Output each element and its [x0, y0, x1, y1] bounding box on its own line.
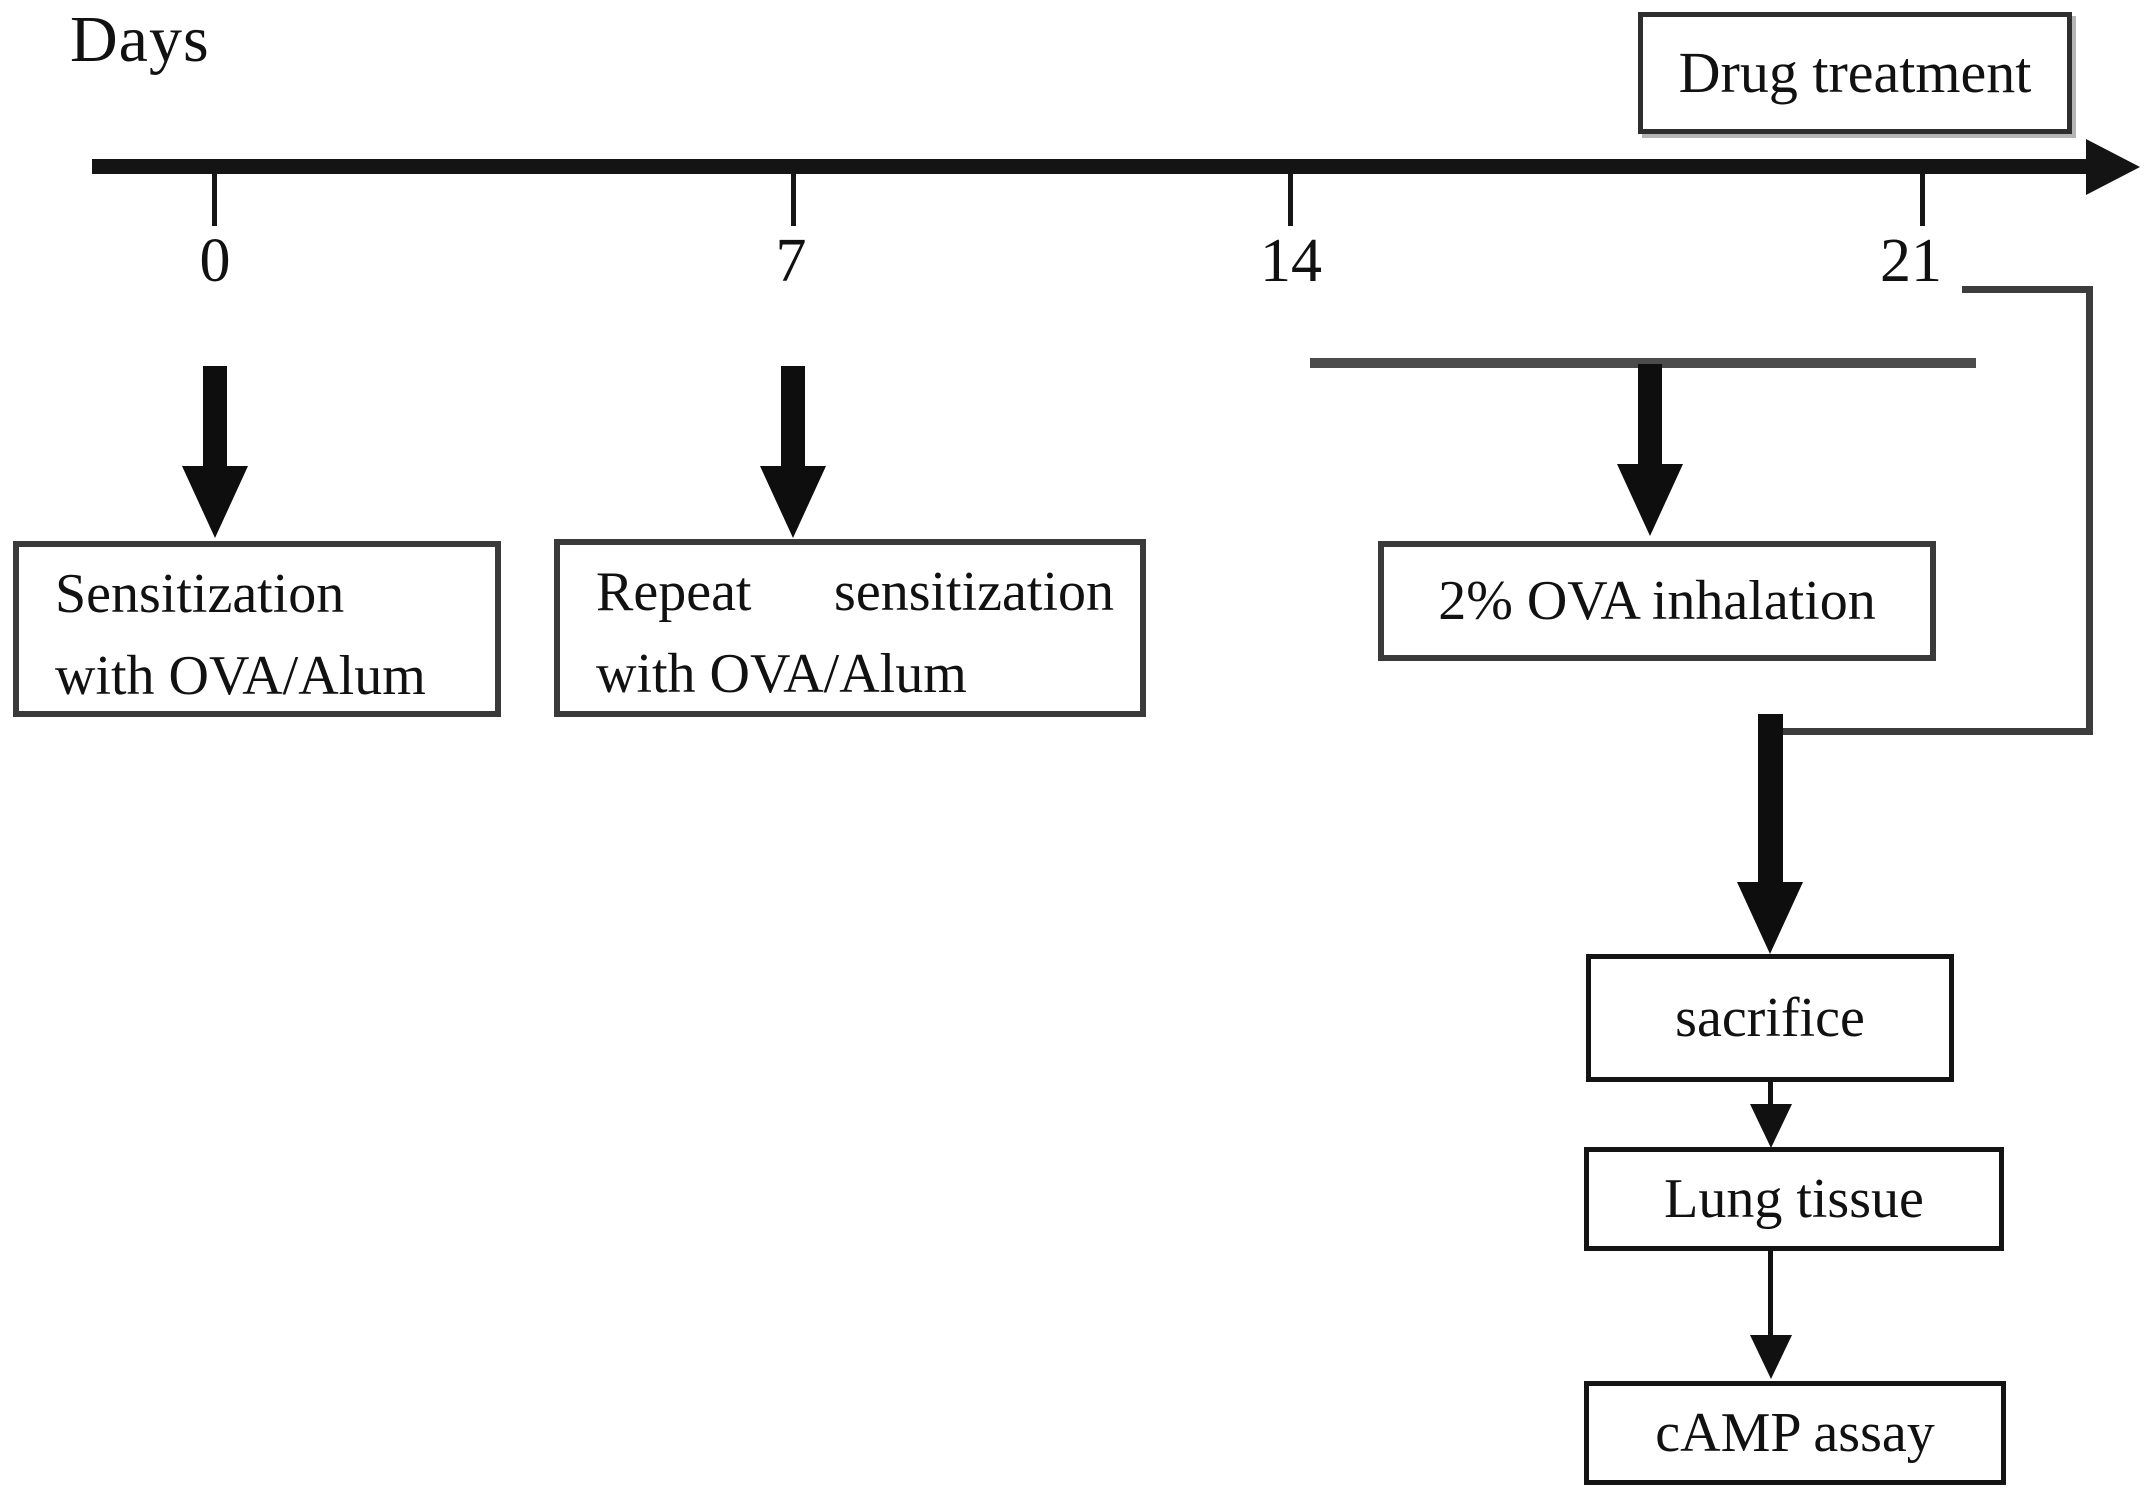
tick-label-day-14: 14 [1260, 227, 1322, 295]
tick-day-0 [212, 174, 217, 226]
timeline-right-arrowhead-icon [2086, 139, 2140, 195]
repeat-sensitization-box: Repeat sensitization with OVA/Alum [554, 539, 1146, 717]
lung-tissue-box: Lung tissue [1584, 1147, 2004, 1251]
ova-inhalation-box: 2% OVA inhalation [1378, 541, 1936, 661]
timeline-axis [92, 159, 2090, 174]
sensitization-box: Sensitization with OVA/Alum [13, 541, 501, 717]
sensitization-line2: with OVA/Alum [55, 645, 426, 707]
tick-label-day-7: 7 [775, 227, 807, 295]
tick-label-day-21: 21 [1880, 227, 1942, 295]
tick-day-14 [1288, 174, 1293, 226]
inhalation-period-line [1310, 358, 1976, 368]
sacrifice-box: sacrifice [1586, 954, 1954, 1082]
tick-day-21 [1920, 174, 1925, 226]
drug-treatment-label: Drug treatment [1678, 40, 2032, 105]
tick-day-7 [791, 174, 796, 226]
camp-assay-box: cAMP assay [1584, 1381, 2006, 1485]
camp-assay-label: cAMP assay [1655, 1402, 1935, 1464]
sensitization-line1: Sensitization [55, 563, 345, 625]
repeat-sensitization-line1: Repeat sensitization [596, 561, 1114, 623]
sacrifice-label: sacrifice [1675, 987, 1865, 1049]
ova-inhalation-label: 2% OVA inhalation [1438, 570, 1876, 632]
drug-treatment-box: Drug treatment [1638, 12, 2072, 134]
tick-label-day-0: 0 [199, 227, 231, 295]
lung-tissue-label: Lung tissue [1664, 1168, 1924, 1230]
repeat-sensitization-line2: with OVA/Alum [596, 643, 967, 705]
days-axis-title: Days [70, 3, 210, 76]
